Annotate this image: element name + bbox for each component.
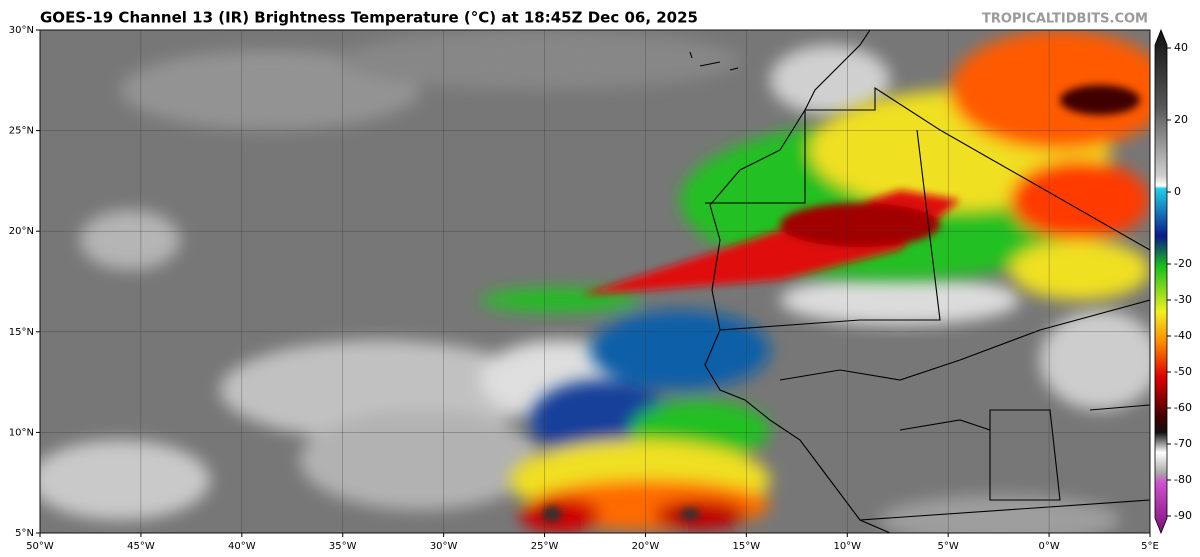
lat-label: 20°N bbox=[9, 226, 34, 237]
colorbar-label: -30 bbox=[1174, 293, 1192, 306]
colorbar-ticks: 40 20 0 -20 -30 -40 -50 -60 -70 -80 -90 bbox=[1167, 41, 1192, 522]
title: GOES-19 Channel 13 (IR) Brightness Tempe… bbox=[40, 9, 698, 27]
lon-label: 45°W bbox=[127, 541, 155, 552]
credit: TROPICALTIDBITS.COM bbox=[982, 12, 1148, 27]
lon-label: 35°W bbox=[329, 541, 357, 552]
colorbar-label: -20 bbox=[1174, 257, 1192, 270]
colorbar-label: 0 bbox=[1174, 185, 1181, 198]
lon-label: 5°E bbox=[1141, 541, 1159, 552]
colorbar-label: -90 bbox=[1174, 509, 1192, 522]
lat-label: 5°N bbox=[15, 528, 34, 539]
lon-label: 50°W bbox=[26, 541, 54, 552]
lon-label: 15°W bbox=[733, 541, 761, 552]
lon-label: 40°W bbox=[228, 541, 256, 552]
lon-label: 30°W bbox=[430, 541, 458, 552]
colorbar bbox=[1154, 28, 1168, 535]
lon-label: 5°W bbox=[938, 541, 959, 552]
colorbar-label: 40 bbox=[1174, 41, 1188, 54]
lon-label: 10°W bbox=[833, 541, 861, 552]
lat-label: 25°N bbox=[9, 126, 34, 137]
colorbar-label: -60 bbox=[1174, 401, 1192, 414]
colorbar-label: -50 bbox=[1174, 365, 1192, 378]
lat-label: 15°N bbox=[9, 327, 34, 338]
lon-label: 20°W bbox=[632, 541, 660, 552]
graticule: 30°N 25°N 20°N 15°N 10°N 5°N 50°W 45°W 40°W 35°W 3… bbox=[9, 25, 1159, 552]
lon-label: 25°W bbox=[531, 541, 559, 552]
colorbar-label: -40 bbox=[1174, 329, 1192, 342]
lat-label: 10°N bbox=[9, 427, 34, 438]
lat-label: 30°N bbox=[9, 25, 34, 36]
lon-label: 0°W bbox=[1038, 541, 1059, 552]
colorbar-label: -70 bbox=[1174, 437, 1192, 450]
colorbar-label: -80 bbox=[1174, 473, 1192, 486]
colorbar-label: 20 bbox=[1174, 113, 1188, 126]
satellite-image bbox=[40, 30, 1150, 533]
